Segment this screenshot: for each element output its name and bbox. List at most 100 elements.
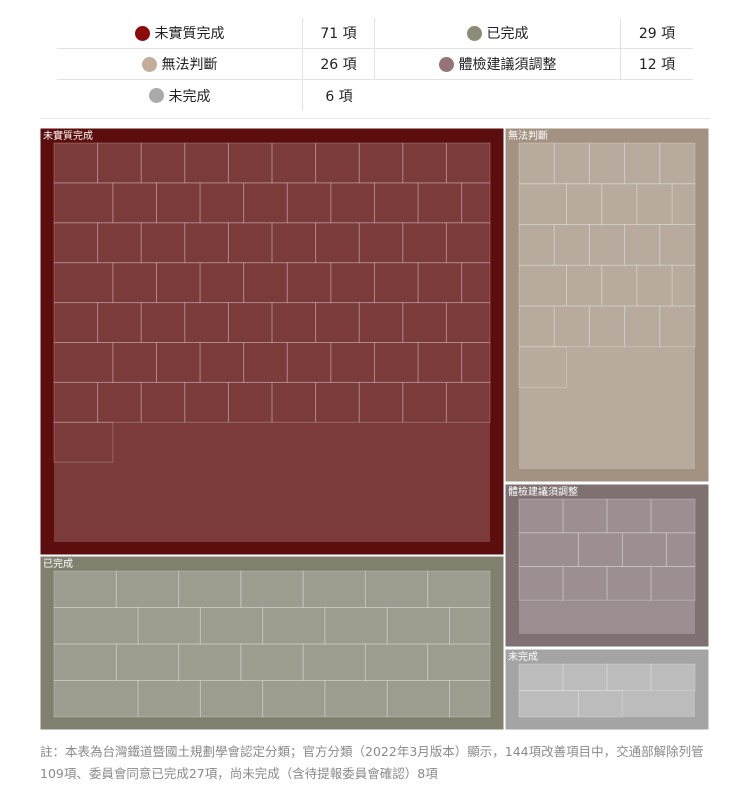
legend-item: 未完成 xyxy=(57,80,303,111)
treemap-item xyxy=(53,421,114,463)
treemap-item xyxy=(518,346,568,388)
treemap-item xyxy=(358,142,404,184)
treemap-item xyxy=(659,224,696,266)
treemap-item xyxy=(178,643,242,681)
treemap-label: 未實質完成 xyxy=(43,129,93,142)
treemap-item xyxy=(606,566,652,601)
treemap-item xyxy=(562,566,608,601)
treemap-item xyxy=(262,680,326,718)
treemap-item xyxy=(553,305,590,348)
legend-item: 體檢建議須調整 xyxy=(375,49,621,80)
treemap-item xyxy=(577,532,623,567)
treemap-inner-area xyxy=(519,664,695,717)
legend-table: 未實質完成 71 項 已完成 29 項 無法判斷 26 項 體檢建議須調整 12… xyxy=(57,18,693,111)
treemap-item xyxy=(324,607,388,645)
treemap-item xyxy=(518,305,555,348)
treemap-item xyxy=(112,342,157,383)
treemap-item xyxy=(184,142,229,184)
treemap-item xyxy=(315,302,360,344)
treemap-item xyxy=(588,142,626,185)
treemap-item xyxy=(97,381,142,423)
treemap-item xyxy=(364,643,429,681)
treemap-item xyxy=(402,302,447,344)
treemap-inner-area xyxy=(54,571,490,717)
treemap-item xyxy=(358,381,404,423)
treemap-item xyxy=(624,305,661,348)
treemap-item xyxy=(140,381,186,423)
treemap-item xyxy=(606,498,652,534)
treemap-item xyxy=(140,302,186,344)
treemap-item xyxy=(650,663,696,691)
treemap-item xyxy=(562,663,608,691)
treemap-item xyxy=(402,142,447,184)
legend-label: 未完成 xyxy=(168,88,211,105)
treemap-item xyxy=(518,142,555,185)
treemap-item xyxy=(518,498,564,534)
legend-label: 無法判斷 xyxy=(161,57,218,73)
treemap-item xyxy=(445,302,491,344)
treemap-item xyxy=(461,182,491,224)
treemap-item xyxy=(315,222,360,264)
treemap-item xyxy=(650,498,696,534)
treemap-item xyxy=(324,680,388,718)
treemap-item xyxy=(566,183,603,225)
treemap-item xyxy=(97,302,142,344)
treemap-item xyxy=(97,222,142,264)
legend-count: 29 項 xyxy=(621,18,693,49)
treemap-item xyxy=(302,570,366,608)
treemap-item xyxy=(402,381,447,423)
treemap-item xyxy=(566,264,603,307)
treemap-item xyxy=(53,182,114,224)
divider xyxy=(40,118,710,119)
treemap-item xyxy=(659,305,696,348)
treemap-item xyxy=(227,222,273,264)
treemap-item xyxy=(240,570,304,608)
legend-item: 已完成 xyxy=(375,18,621,49)
treemap-item xyxy=(445,142,491,184)
treemap-group: 未完成 xyxy=(504,648,710,731)
treemap-item xyxy=(271,142,317,184)
treemap-item xyxy=(97,142,142,184)
treemap-item xyxy=(601,183,638,225)
legend-count: 6 項 xyxy=(325,88,353,105)
treemap-group: 體檢建議須調整 xyxy=(504,483,710,648)
treemap-item xyxy=(271,222,317,264)
treemap-item xyxy=(518,264,568,307)
treemap-item xyxy=(417,262,463,304)
treemap-group: 無法判斷 xyxy=(504,127,710,483)
legend-swatch xyxy=(438,56,454,72)
treemap-item xyxy=(606,663,652,691)
treemap-item xyxy=(373,262,419,304)
treemap-item xyxy=(449,607,491,645)
treemap-item xyxy=(199,680,264,718)
treemap-item xyxy=(227,302,273,344)
treemap-item xyxy=(518,566,564,601)
treemap-item xyxy=(112,262,157,304)
treemap-item xyxy=(659,142,696,185)
treemap-item xyxy=(53,302,99,344)
treemap-label: 已完成 xyxy=(43,557,73,570)
legend-label: 已完成 xyxy=(486,26,529,42)
legend-row: 未完成 6 項 xyxy=(57,80,693,111)
treemap-item xyxy=(373,182,419,224)
legend-row: 無法判斷 26 項 體檢建議須調整 12 項 xyxy=(57,49,693,80)
treemap-item xyxy=(262,607,326,645)
treemap-item xyxy=(286,262,332,304)
treemap-item xyxy=(330,342,375,383)
legend-row: 未實質完成 71 項 已完成 29 項 xyxy=(57,18,693,49)
treemap-item xyxy=(271,302,317,344)
legend-swatch xyxy=(466,25,482,41)
treemap-item xyxy=(178,570,242,608)
treemap-item xyxy=(358,302,404,344)
treemap-item xyxy=(286,342,332,383)
legend-item: 無法判斷 xyxy=(57,49,303,80)
treemap-item xyxy=(364,570,429,608)
treemap-item xyxy=(671,264,696,307)
treemap-item xyxy=(199,262,245,304)
treemap-group: 未實質完成 xyxy=(39,127,505,556)
legend-swatch xyxy=(141,56,157,72)
legend-count: 26 項 xyxy=(303,49,375,80)
treemap-item xyxy=(199,182,245,224)
treemap-item xyxy=(588,305,626,348)
